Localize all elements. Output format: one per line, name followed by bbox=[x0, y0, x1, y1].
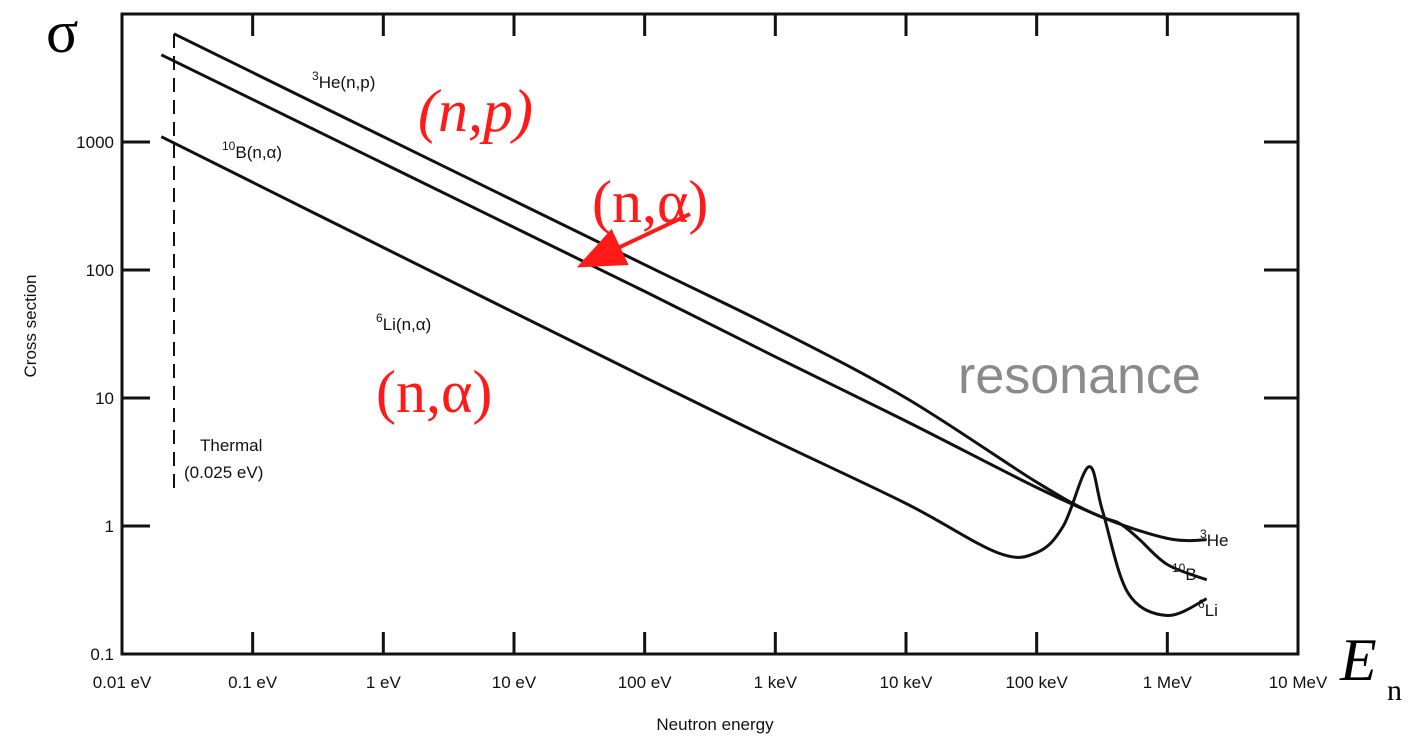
thermal-label: Thermal bbox=[200, 436, 262, 455]
annotation-np: (n,p) bbox=[418, 78, 533, 144]
x-tick-label: 100 keV bbox=[1005, 673, 1068, 692]
annotation-resonance: resonance bbox=[958, 347, 1201, 405]
y-tick-label: 1000 bbox=[76, 133, 114, 152]
x-axis-title: Neutron energy bbox=[656, 715, 774, 734]
x-tick-label: 100 eV bbox=[618, 673, 673, 692]
y-tick-label: 100 bbox=[86, 261, 114, 280]
series-line-6Li bbox=[160, 135, 1208, 617]
x-tick-label: 10 keV bbox=[880, 673, 934, 692]
series-label-3he: 3He(n,p) bbox=[312, 69, 375, 92]
series-line-10B bbox=[160, 53, 1208, 582]
y-tick-label: 10 bbox=[95, 389, 114, 408]
x-tick-label: 0.1 eV bbox=[228, 673, 278, 692]
thermal-value-label: (0.025 eV) bbox=[184, 463, 263, 482]
y-axis-ticks: 0.1 1 10 100 1000 bbox=[76, 133, 1298, 664]
energy-symbol: E bbox=[1339, 627, 1377, 693]
y-tick-label: 1 bbox=[105, 517, 114, 536]
plot-frame bbox=[120, 12, 1300, 656]
y-tick-label: 0.1 bbox=[90, 645, 114, 664]
y-axis-title: Cross section bbox=[21, 275, 40, 378]
series-label-6li: 6Li(n,α) bbox=[376, 311, 431, 334]
x-tick-label: 1 eV bbox=[366, 673, 402, 692]
x-tick-label: 0.01 eV bbox=[93, 673, 152, 692]
energy-subscript: n bbox=[1387, 674, 1402, 707]
x-tick-label: 10 MeV bbox=[1269, 673, 1328, 692]
series-label-10b: 10B(n,α) bbox=[222, 139, 282, 162]
x-tick-label: 1 MeV bbox=[1143, 673, 1193, 692]
annotation-na-arrow: (n,α) bbox=[592, 169, 708, 235]
sigma-symbol: σ bbox=[46, 0, 78, 65]
annotation-na-li: (n,α) bbox=[376, 359, 492, 425]
curves bbox=[160, 32, 1208, 617]
x-tick-label: 10 eV bbox=[492, 673, 537, 692]
series-end-label-3he: 3He bbox=[1200, 527, 1228, 550]
x-tick-label: 1 keV bbox=[754, 673, 798, 692]
series-end-label-10b: 10B bbox=[1172, 561, 1197, 584]
series-line-3He bbox=[173, 32, 1207, 543]
annotation-arrow bbox=[576, 212, 691, 268]
series-end-label-6li: 6Li bbox=[1198, 597, 1218, 620]
x-axis-ticks: 0.01 eV 0.1 eV 1 eV 10 eV 100 eV 1 keV 10 keV 1… bbox=[93, 14, 1328, 692]
